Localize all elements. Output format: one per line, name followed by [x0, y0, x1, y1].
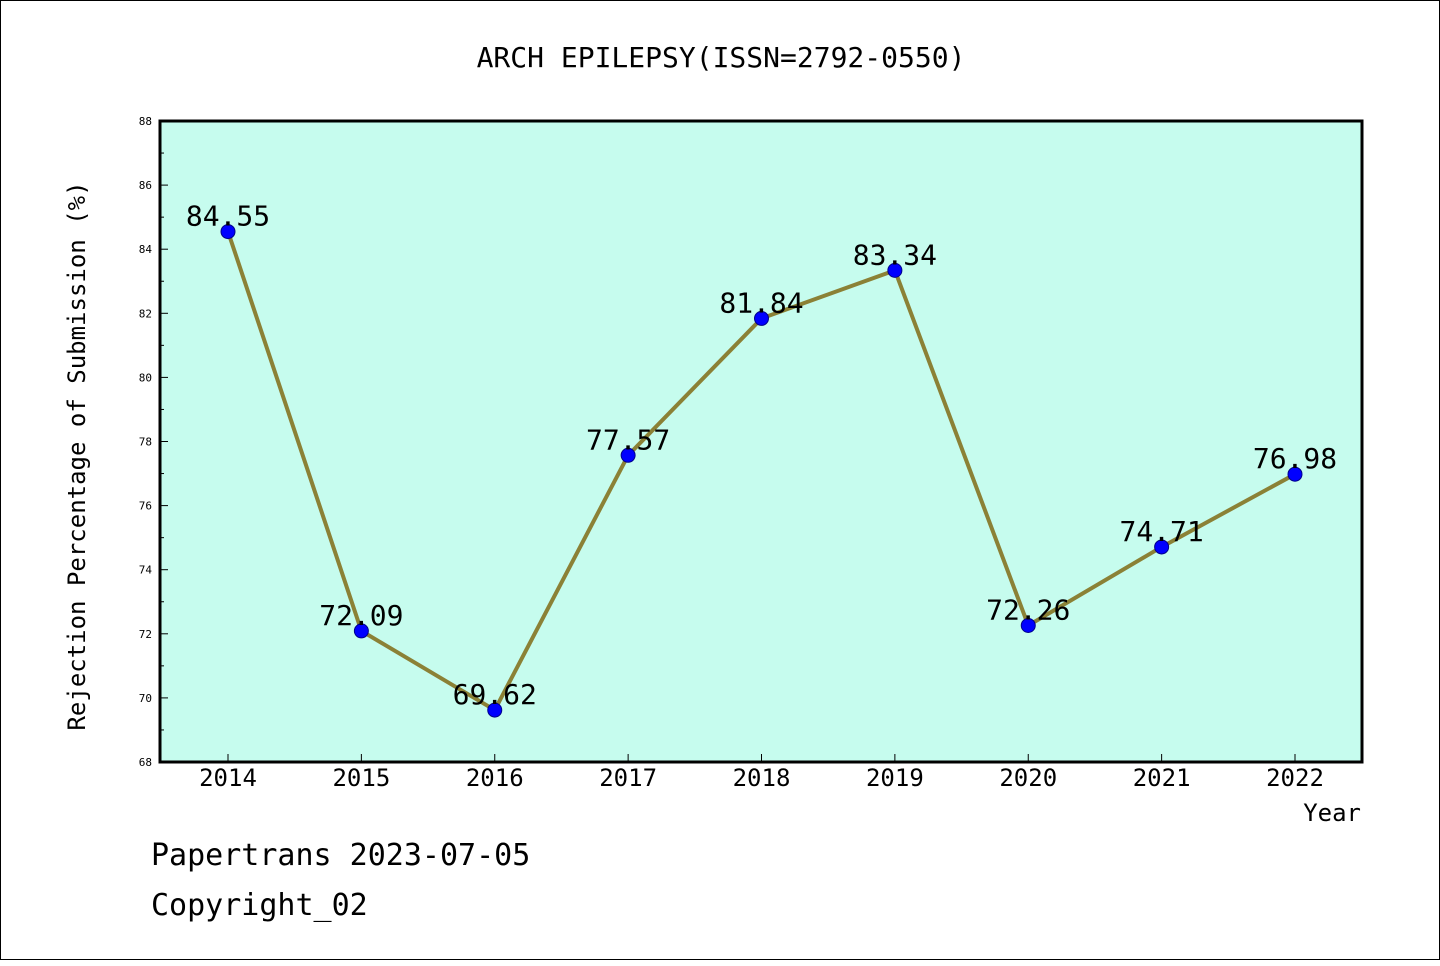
data-point	[887, 262, 903, 278]
y-tick-label: 88	[139, 115, 152, 128]
plot-area	[158, 119, 1364, 764]
x-tick-label: 2018	[733, 764, 791, 792]
data-label: 81.84	[719, 286, 803, 319]
data-point	[620, 447, 636, 463]
data-label: 69.62	[453, 678, 537, 711]
footer-line-1: Papertrans 2023-07-05	[151, 838, 530, 873]
x-tick-label: 2016	[466, 764, 524, 792]
data-label: 74.71	[1119, 515, 1203, 548]
y-tick-label: 82	[139, 307, 152, 320]
x-tick-label: 2019	[866, 764, 924, 792]
data-point	[1287, 466, 1303, 482]
data-point	[1154, 539, 1170, 555]
y-tick-label: 74	[139, 564, 153, 577]
data-label: 72.26	[986, 593, 1070, 626]
y-tick-label: 86	[139, 179, 152, 192]
data-label: 77.57	[586, 423, 670, 456]
x-tick-label: 2015	[332, 764, 390, 792]
x-tick-label: 2021	[1133, 764, 1191, 792]
y-axis-label: Rejection Percentage of Submission (%)	[63, 181, 91, 730]
y-tick-label: 78	[139, 436, 152, 449]
data-labels: 84.55 72.09 69.62 77.57 81.84 83.34 72.26 74.71…	[186, 200, 1337, 712]
data-label: 83.34	[853, 238, 937, 271]
series-markers	[220, 224, 1303, 718]
x-axis-label: Year	[1303, 799, 1361, 827]
data-point	[754, 310, 769, 326]
data-point	[487, 702, 503, 718]
y-tick-label: 68	[139, 756, 152, 769]
chart-title: ARCH EPILEPSY(ISSN=2792-0550)	[477, 41, 966, 74]
data-label: 76.98	[1253, 442, 1337, 475]
data-point	[220, 224, 236, 240]
data-label: 84.55	[186, 200, 270, 233]
footer-line-2: Copyright_02	[151, 888, 368, 923]
x-axis-ticks: 2014 2015 2016 2017 2018 2019 2020 2021 2022	[199, 754, 1324, 792]
x-tick-label: 2017	[599, 764, 657, 792]
y-tick-label: 70	[139, 692, 152, 705]
data-label: 72.09	[319, 599, 403, 632]
y-tick-label: 80	[139, 371, 152, 384]
x-tick-label: 2022	[1266, 764, 1324, 792]
y-tick-label: 72	[139, 628, 152, 641]
x-tick-label: 2020	[999, 764, 1057, 792]
y-axis-ticks: 68 70 72 74 76 78 80 82 84 86 88	[139, 115, 168, 769]
y-tick-label: 84	[139, 243, 153, 256]
data-point	[1020, 617, 1036, 633]
x-tick-label: 2014	[199, 764, 257, 792]
y-tick-label: 76	[139, 500, 152, 513]
data-point	[353, 623, 369, 639]
